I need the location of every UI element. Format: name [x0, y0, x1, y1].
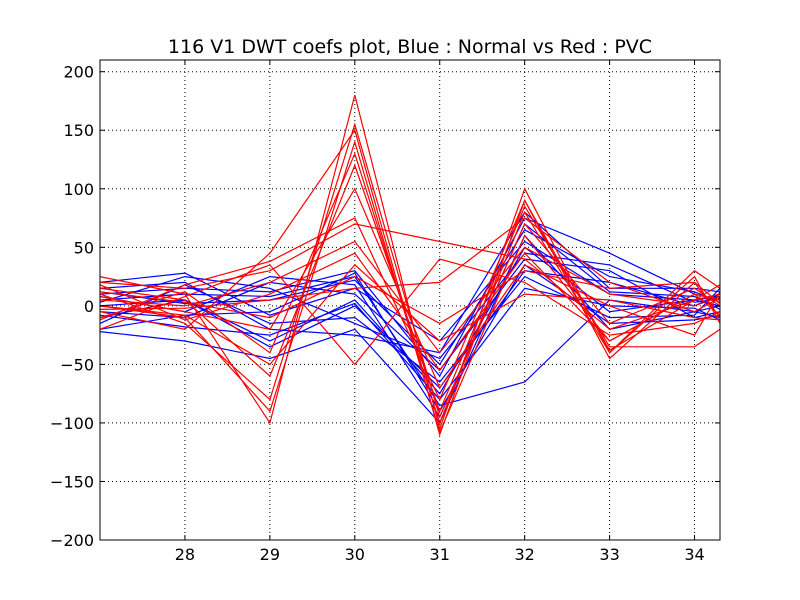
- y-tick-label: −200: [50, 531, 94, 550]
- x-tick-label: 32: [514, 545, 534, 564]
- pvc-series-line: [99, 270, 721, 325]
- y-tick-label: 150: [63, 121, 94, 140]
- x-tick-label: 30: [345, 545, 365, 564]
- pvc-series-line: [99, 199, 721, 401]
- x-tick-label: 28: [175, 545, 195, 564]
- y-tick-label: −150: [50, 472, 94, 491]
- ticks: 28 29 30 31 32 33 34 −200 −150 −100 −50 0 50 100 150 20…: [50, 60, 720, 564]
- x-tick-label: 34: [684, 545, 704, 564]
- x-tick-label: 33: [599, 545, 619, 564]
- pvc-series-line: [99, 252, 721, 372]
- y-tick-label: 50: [74, 238, 94, 257]
- y-tick-label: −100: [50, 414, 94, 433]
- series-group: [99, 94, 721, 437]
- normal-series-line: [99, 252, 721, 360]
- pvc-series-line: [99, 122, 721, 419]
- plot-area: [100, 60, 720, 540]
- plot-frame: [99, 59, 721, 541]
- pvc-series-line: [99, 94, 721, 431]
- pvc-series-line: [99, 217, 721, 313]
- chart-title: 116 V1 DWT coefs plot, Blue : Normal vs …: [168, 36, 652, 58]
- pvc-series-line: [99, 258, 721, 366]
- x-tick-label: 29: [260, 545, 280, 564]
- x-tick-label: 31: [430, 545, 450, 564]
- normal-series-line: [99, 217, 721, 378]
- pvc-series-line: [99, 163, 721, 413]
- y-tick-label: 100: [63, 180, 94, 199]
- pvc-series-line: [99, 128, 721, 437]
- y-tick-label: 200: [63, 63, 94, 82]
- y-tick-label: −50: [60, 355, 94, 374]
- y-tick-label: 0: [84, 297, 94, 316]
- pvc-series-line: [99, 264, 721, 366]
- normal-series-line: [99, 229, 721, 366]
- pvc-series-line: [99, 187, 721, 390]
